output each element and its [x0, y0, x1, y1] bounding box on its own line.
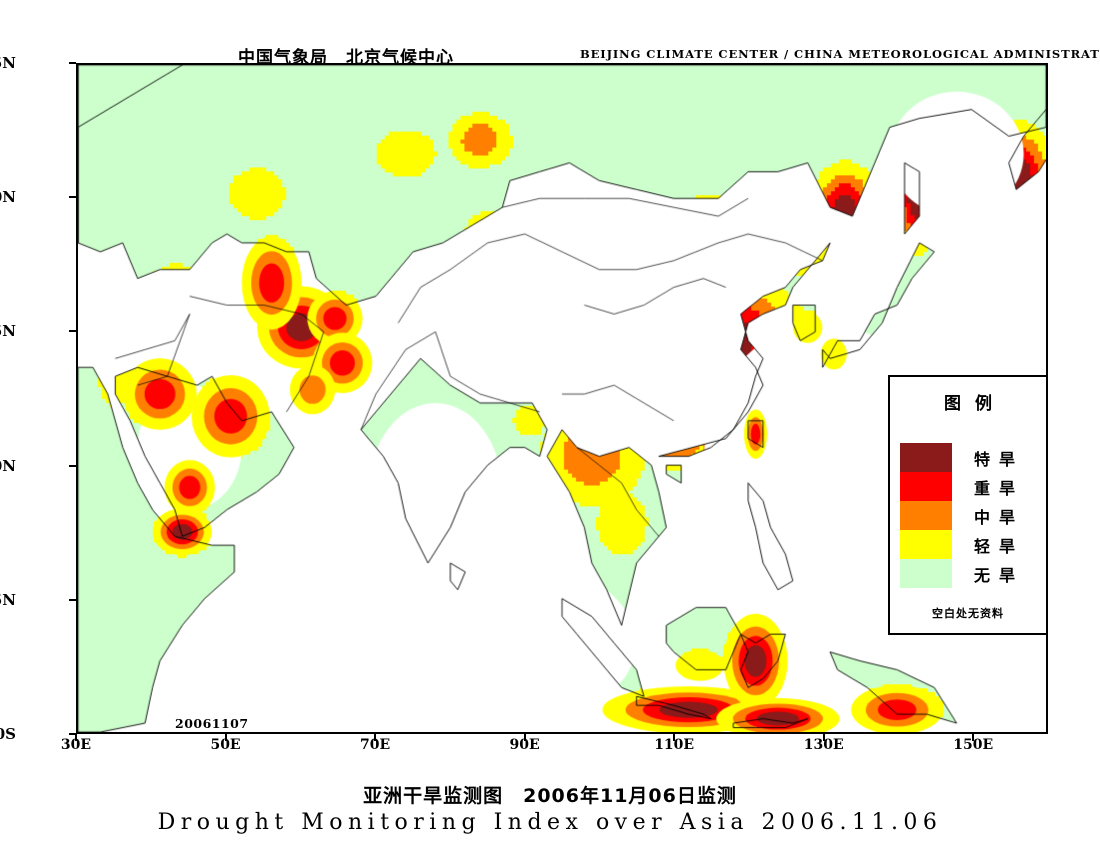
x-axis-tick-mark — [224, 734, 227, 741]
x-axis-tick-label: 50E — [210, 737, 241, 753]
legend-item-extreme-drought: 特旱 — [900, 443, 1024, 472]
legend-nodata-note: 空白处无资料 — [932, 607, 1004, 620]
drought-index-map-canvas — [78, 65, 1046, 732]
legend-item-severe-drought: 重旱 — [900, 472, 1024, 501]
x-axis-tick-mark — [374, 734, 377, 741]
legend-item-no-drought: 无旱 — [900, 559, 1024, 588]
y-axis-tick-mark — [69, 464, 76, 467]
x-axis-tick-label: 90E — [509, 737, 540, 753]
chart-title-en: Drought Monitoring Index over Asia 2006.… — [157, 810, 943, 835]
legend-title: 图例 — [944, 394, 1006, 414]
legend-swatch-extreme-drought — [900, 443, 952, 472]
legend-swatch-no-drought — [900, 559, 952, 588]
chart-title-cn: 亚洲干旱监测图 2006年11月06日监测 — [363, 785, 737, 807]
y-axis-tick-mark — [69, 196, 76, 199]
legend-swatch-moderate-drought — [900, 501, 952, 530]
legend-swatch-severe-drought — [900, 472, 952, 501]
legend-label-no-drought: 无旱 — [974, 565, 1025, 585]
y-axis-tick-mark — [69, 330, 76, 333]
y-axis-tick-mark — [69, 62, 76, 64]
legend-label-extreme-drought: 特旱 — [974, 449, 1025, 469]
legend-box: 图例 特旱重旱中旱轻旱无旱 空白处无资料 — [888, 375, 1048, 635]
x-axis-tick-label: 30E — [60, 737, 92, 753]
map-plot-area — [76, 63, 1048, 734]
x-axis-tick-label: 70E — [359, 737, 391, 753]
y-axis-tick-label: 20N — [0, 456, 16, 475]
legend-label-severe-drought: 重旱 — [974, 478, 1025, 498]
y-axis-tick-label: 35N — [0, 322, 16, 341]
x-axis-tick-label: 110E — [654, 737, 695, 753]
y-axis-tick-label: 5N — [0, 590, 16, 609]
x-axis-tick-label: 130E — [803, 737, 844, 753]
x-axis-tick-mark — [75, 734, 77, 741]
y-axis-tick-label: 50N — [0, 188, 16, 207]
y-axis-tick-mark — [69, 598, 76, 601]
x-axis-tick-mark — [673, 734, 676, 741]
x-axis-tick-label: 150E — [953, 737, 994, 753]
y-axis-tick-mark — [69, 733, 76, 735]
legend-label-mild-drought: 轻旱 — [974, 536, 1025, 556]
y-axis-tick-label: 10S — [0, 725, 16, 743]
y-axis-tick-label: 65N — [0, 54, 16, 72]
legend-item-mild-drought: 轻旱 — [900, 530, 1024, 559]
x-axis-tick-mark — [972, 734, 975, 741]
x-axis-tick-mark — [523, 734, 526, 741]
legend-swatch-mild-drought — [900, 530, 952, 559]
legend-label-moderate-drought: 中旱 — [974, 507, 1025, 527]
legend-item-moderate-drought: 中旱 — [900, 501, 1024, 530]
x-axis-tick-mark — [822, 734, 825, 741]
header-organization-en: BEIJING CLIMATE CENTER / CHINA METEOROLO… — [580, 47, 1100, 61]
legend-items: 特旱重旱中旱轻旱无旱 — [900, 443, 1024, 588]
generation-datestamp: 20061107 — [175, 716, 249, 731]
